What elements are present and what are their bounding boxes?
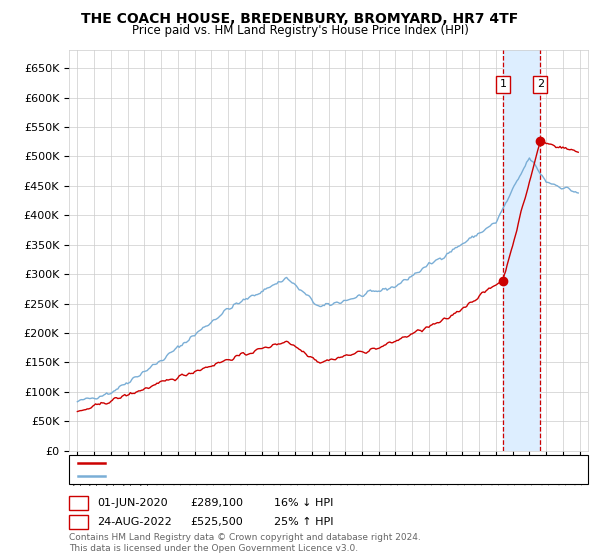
Text: Contains HM Land Registry data © Crown copyright and database right 2024.
This d: Contains HM Land Registry data © Crown c… xyxy=(69,533,421,553)
Text: 1: 1 xyxy=(499,80,506,90)
Text: Price paid vs. HM Land Registry's House Price Index (HPI): Price paid vs. HM Land Registry's House … xyxy=(131,24,469,36)
Text: 25% ↑ HPI: 25% ↑ HPI xyxy=(274,517,334,527)
Text: £289,100: £289,100 xyxy=(190,498,243,508)
Text: 24-AUG-2022: 24-AUG-2022 xyxy=(97,517,172,527)
Text: HPI: Average price, detached house, Herefordshire: HPI: Average price, detached house, Here… xyxy=(111,472,375,481)
Text: THE COACH HOUSE, BREDENBURY, BROMYARD, HR7 4TF (detached house): THE COACH HOUSE, BREDENBURY, BROMYARD, H… xyxy=(111,459,500,468)
Text: 01-JUN-2020: 01-JUN-2020 xyxy=(97,498,168,508)
Text: £525,500: £525,500 xyxy=(190,517,243,527)
Text: THE COACH HOUSE, BREDENBURY, BROMYARD, HR7 4TF: THE COACH HOUSE, BREDENBURY, BROMYARD, H… xyxy=(82,12,518,26)
Text: 2: 2 xyxy=(75,517,82,527)
Text: 16% ↓ HPI: 16% ↓ HPI xyxy=(274,498,334,508)
Text: 1: 1 xyxy=(75,498,82,508)
Bar xyxy=(503,50,540,451)
Text: 2: 2 xyxy=(537,80,544,90)
